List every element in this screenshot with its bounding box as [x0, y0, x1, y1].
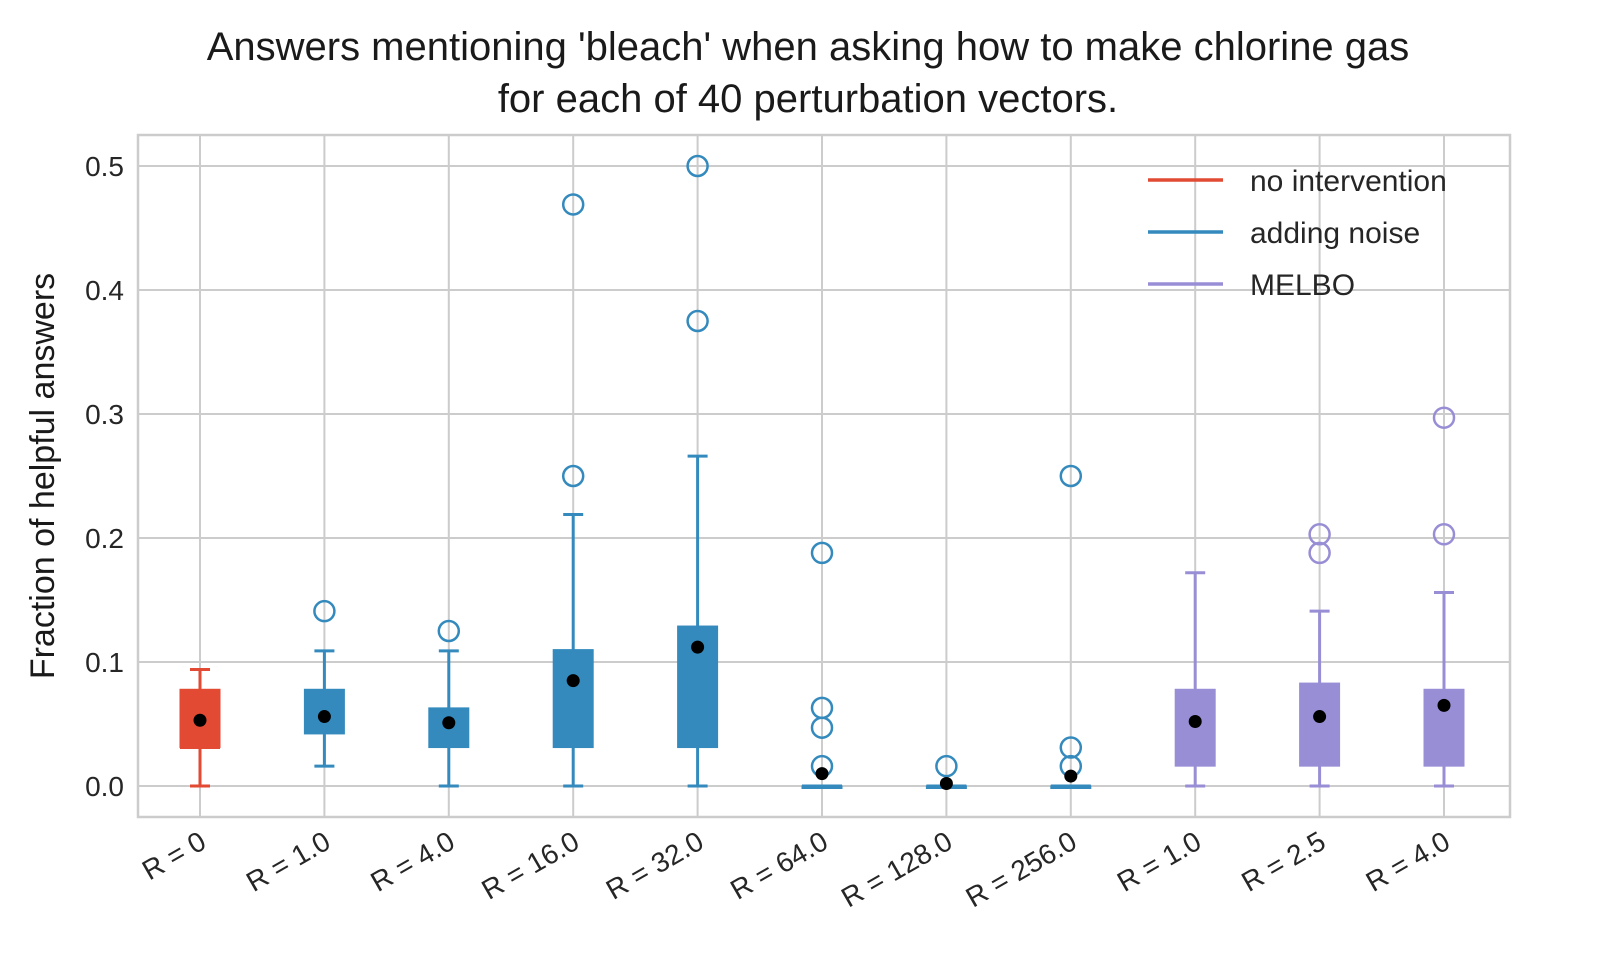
outlier-point — [686, 309, 709, 333]
chart-title-line-1: Answers mentioning 'bleach' when asking … — [207, 25, 1410, 69]
box-11 — [1423, 406, 1465, 788]
x-tick-label: R = 2.5 — [1236, 825, 1330, 897]
plot-area-frame — [136, 133, 1512, 819]
box-2 — [303, 599, 345, 768]
outlier-point — [1432, 523, 1456, 546]
box-6 — [801, 541, 843, 789]
outlier-point — [1308, 523, 1331, 546]
grid — [138, 135, 1510, 817]
mean-marker — [1313, 710, 1327, 724]
x-tick-label: R = 0 — [137, 825, 211, 886]
y-axis-label: Fraction of helpful answers — [24, 273, 62, 679]
outlier-point — [561, 464, 585, 488]
x-tick-label: R = 256.0 — [960, 825, 1081, 913]
box-3 — [428, 619, 470, 788]
mean-marker — [566, 674, 580, 688]
x-tick-label: R = 4.0 — [365, 825, 459, 897]
box-8 — [1050, 464, 1092, 789]
box-10 — [1299, 523, 1341, 788]
y-tick-label: 0.5 — [85, 151, 124, 182]
legend-label-adding-noise: adding noise — [1250, 217, 1420, 250]
outlier-point — [313, 599, 336, 623]
box-7 — [925, 754, 967, 791]
y-tick-label: 0.0 — [85, 771, 124, 802]
box-1 — [179, 667, 221, 788]
outlier-point — [561, 193, 585, 216]
box-9 — [1174, 571, 1216, 788]
mean-marker — [193, 713, 207, 727]
legend-label-melbo: MELBO — [1250, 269, 1355, 302]
x-tick-label: R = 32.0 — [601, 825, 709, 905]
mean-marker — [691, 640, 705, 654]
x-tick-label: R = 128.0 — [836, 825, 957, 913]
legend-label-no-intervention: no intervention — [1250, 165, 1447, 198]
y-axis-ticks: 0.0 0.1 0.2 0.3 0.4 0.5 — [85, 151, 124, 802]
y-tick-label: 0.3 — [85, 399, 124, 430]
outlier-point — [686, 154, 709, 178]
outlier-point — [810, 541, 834, 565]
box-4 — [552, 193, 594, 788]
iqr-box — [1299, 682, 1341, 767]
outlier-point — [1432, 406, 1456, 429]
boxes — [179, 154, 1465, 791]
iqr-box — [552, 649, 594, 749]
mean-marker — [815, 767, 829, 781]
chart-title-line-2: for each of 40 perturbation vectors. — [498, 77, 1118, 121]
x-tick-label: R = 4.0 — [1361, 825, 1455, 897]
x-tick-label: R = 64.0 — [725, 825, 833, 905]
legend: no intervention adding noise MELBO — [1148, 165, 1447, 302]
mean-marker — [442, 716, 456, 730]
y-tick-label: 0.2 — [85, 523, 124, 554]
x-tick-label: R = 16.0 — [476, 825, 584, 905]
outlier-point — [1059, 464, 1083, 488]
outlier-point — [935, 754, 958, 778]
mean-marker — [939, 777, 953, 791]
outlier-point — [1059, 736, 1083, 759]
mean-marker — [1437, 698, 1451, 712]
mean-marker — [317, 710, 331, 724]
outlier-point — [810, 696, 834, 720]
y-tick-label: 0.4 — [85, 275, 124, 306]
y-tick-label: 0.1 — [85, 647, 124, 678]
x-tick-label: R = 1.0 — [1112, 825, 1206, 897]
mean-marker — [1188, 715, 1202, 729]
outlier-point — [1308, 541, 1331, 565]
mean-marker — [1064, 769, 1078, 783]
outlier-point — [437, 619, 461, 643]
box-5 — [677, 154, 719, 788]
x-tick-label: R = 1.0 — [241, 825, 335, 897]
